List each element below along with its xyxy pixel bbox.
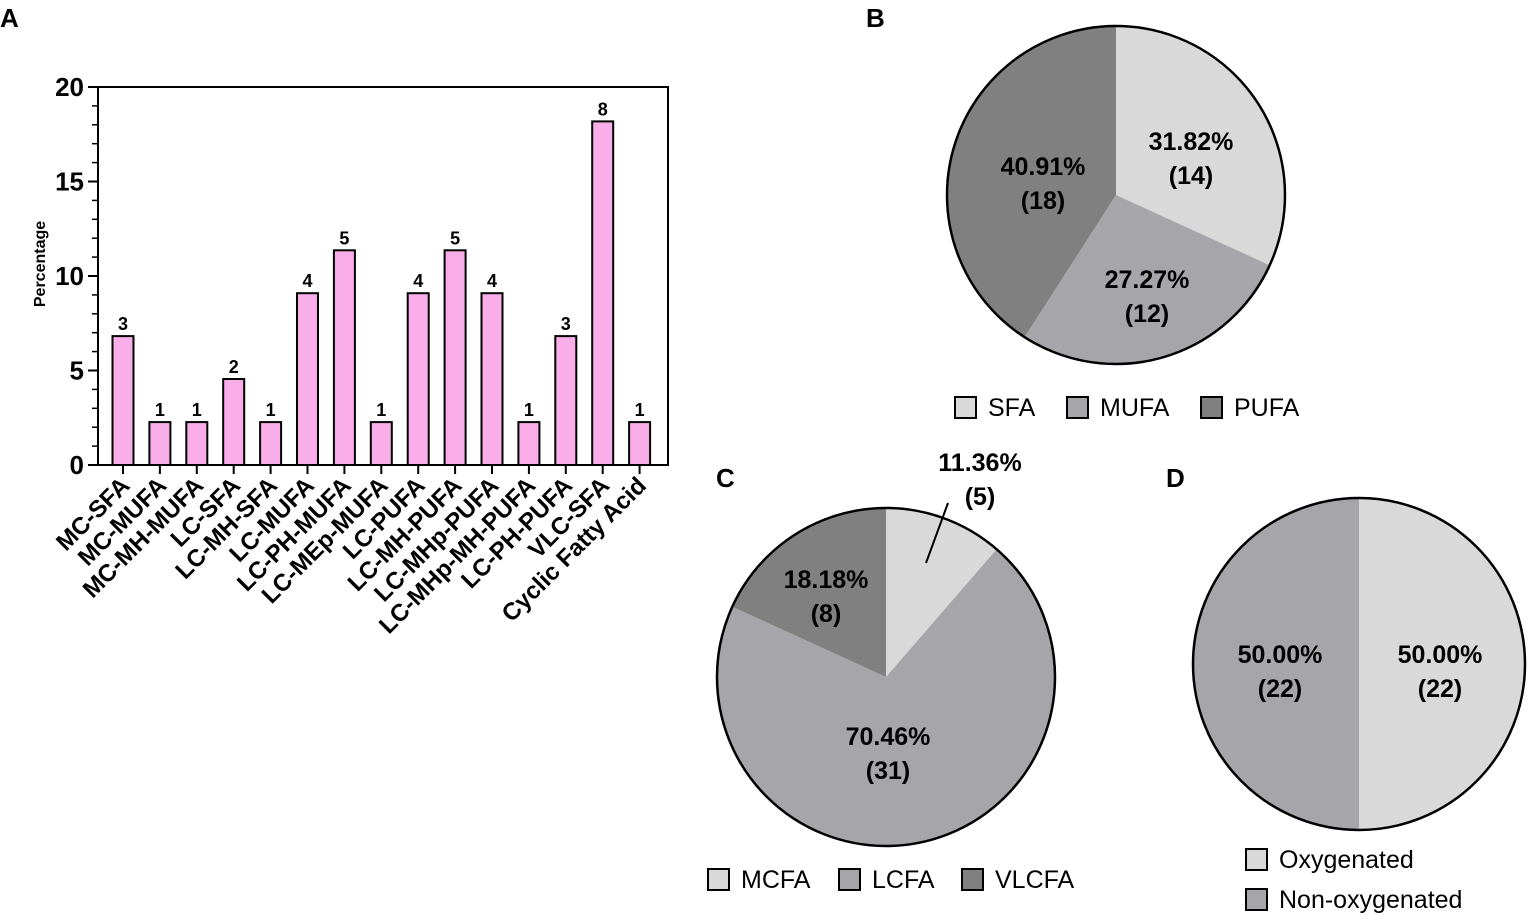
pie-outline	[715, 506, 1057, 848]
panel-letter-b: B	[866, 3, 885, 33]
legend-label-non-oxygenated: Non-oxygenated	[1279, 886, 1462, 914]
legend-d: Oxygenated Non-oxygenated	[1245, 846, 1462, 914]
pie-label-lcfa-count: (31)	[866, 757, 910, 785]
pie-slice-oxygenated	[1359, 498, 1525, 830]
data-label-lc-ph-pufa: 3	[561, 314, 571, 334]
bar-lc-mep-mufa	[369, 421, 393, 466]
legend-b: SFA MUFA PUFA	[954, 394, 1300, 422]
data-label-lc-mhp-pufa: 4	[487, 271, 497, 291]
pie-outline	[1191, 496, 1527, 832]
legend-label-mufa: MUFA	[1100, 394, 1170, 422]
y-tick-label: 20	[55, 72, 84, 102]
legend-c: MCFA LCFA VLCFA	[707, 866, 1075, 894]
data-label-cyclic-fatty-acid: 1	[635, 400, 645, 420]
data-label-lc-mep-mufa: 1	[376, 400, 386, 420]
pie-label-oxygenated-count: (22)	[1418, 675, 1462, 703]
pie-slice-non-oxygenated	[1193, 498, 1359, 830]
bar-lc-mh-pufa	[443, 249, 467, 466]
data-label-mc-mufa: 1	[155, 400, 165, 420]
pie-label-non-oxygenated-percent: 50.00%	[1238, 641, 1323, 669]
bar-chart: Percentage 0 5 10 15 20 3 1 1 2 1 4 5 1 4 5 4 1 3 8 1 MC-S…	[32, 72, 669, 639]
legend-label-mcfa: MCFA	[741, 866, 811, 894]
data-label-lc-sfa: 2	[229, 357, 239, 377]
bar-lc-mufa	[296, 292, 319, 466]
plot-frame	[97, 86, 669, 466]
pie-slice-vlcfa	[732, 508, 886, 677]
bar-series: 3 1 1 2 1 4 5 1 4 5 4 1 3 8 1	[111, 99, 652, 467]
leader-line	[925, 502, 949, 564]
pie-label-mcfa-count: (5)	[965, 483, 996, 511]
data-label-mc-mh-mufa: 1	[192, 400, 202, 420]
pie-label-mcfa-percent: 11.36%	[938, 449, 1021, 477]
bar-lc-mhp-pufa	[480, 292, 504, 466]
legend-swatch-sfa	[954, 396, 977, 419]
pie-slice-mcfa	[886, 508, 997, 677]
bar-lc-mhp-mh-pufa	[517, 421, 541, 466]
pie-slice-lcfa	[716, 549, 1055, 846]
bar-mc-sfa	[111, 335, 135, 466]
panel-letter-a: A	[0, 3, 19, 33]
pie-label-mufa-count: (12)	[1125, 300, 1169, 328]
bar-lc-pufa	[406, 292, 430, 466]
pie-slice-sfa	[1116, 26, 1285, 266]
data-label-lc-pufa: 4	[413, 271, 423, 291]
pie-chart-b: 31.82% (14) 27.27% (12) 40.91% (18)	[945, 24, 1287, 366]
legend-label-lcfa: LCFA	[872, 866, 935, 894]
y-axis: 0 5 10 15 20	[55, 72, 98, 480]
pie-label-pufa-percent: 40.91%	[1001, 153, 1086, 181]
panel-letter-c: C	[716, 463, 735, 493]
pie-label-lcfa-percent: 70.46%	[846, 723, 931, 751]
data-label-lc-mh-sfa: 1	[266, 400, 276, 420]
bar-lc-ph-pufa	[554, 335, 578, 466]
bar-vlc-sfa	[591, 120, 615, 466]
pie-label-oxygenated-percent: 50.00%	[1398, 641, 1483, 669]
bar-mc-mh-mufa	[185, 421, 209, 466]
bar-cyclic-fatty-acid	[628, 421, 652, 466]
bar-mc-mufa	[148, 421, 172, 466]
legend-swatch-lcfa	[838, 868, 861, 891]
y-tick-label: 15	[55, 167, 84, 197]
data-label-lc-mh-pufa: 5	[450, 228, 460, 248]
panel-letter-d: D	[1166, 463, 1185, 493]
legend-swatch-non-oxygenated	[1245, 888, 1268, 911]
y-axis-title: Percentage	[32, 221, 49, 307]
y-tick-label: 5	[70, 356, 84, 386]
pie-chart-d: 50.00% (22) 50.00% (22)	[1191, 496, 1527, 832]
data-label-lc-mhp-mh-pufa: 1	[524, 400, 534, 420]
pie-label-non-oxygenated-count: (22)	[1258, 675, 1302, 703]
legend-swatch-oxygenated	[1245, 848, 1268, 871]
pie-label-pufa-count: (18)	[1021, 187, 1065, 215]
pie-label-vlcfa-percent: 18.18%	[784, 566, 869, 594]
pie-chart-c: 11.36% (5) 70.46% (31) 18.18% (8)	[715, 449, 1057, 848]
legend-label-sfa: SFA	[988, 394, 1036, 422]
bar-lc-mh-sfa	[259, 421, 283, 466]
bar-lc-ph-mufa	[332, 249, 356, 466]
pie-slice-mufa	[1024, 195, 1270, 364]
legend-swatch-mcfa	[707, 868, 730, 891]
pie-label-vlcfa-count: (8)	[811, 600, 842, 628]
bar-lc-sfa	[222, 378, 246, 467]
pie-slice-pufa	[946, 26, 1116, 338]
legend-swatch-pufa	[1200, 396, 1223, 419]
data-label-mc-sfa: 3	[118, 314, 128, 334]
legend-swatch-vlcfa	[961, 868, 984, 891]
y-tick-label: 10	[55, 261, 84, 291]
pie-label-sfa-percent: 31.82%	[1149, 128, 1234, 156]
legend-label-pufa: PUFA	[1234, 394, 1300, 422]
pie-label-sfa-count: (14)	[1169, 162, 1213, 190]
legend-label-vlcfa: VLCFA	[995, 866, 1075, 894]
data-label-vlc-sfa: 8	[598, 99, 608, 119]
legend-swatch-mufa	[1066, 396, 1089, 419]
legend-label-oxygenated: Oxygenated	[1279, 846, 1414, 874]
pie-outline	[945, 24, 1287, 366]
data-label-lc-ph-mufa: 5	[339, 228, 349, 248]
pie-label-mufa-percent: 27.27%	[1105, 266, 1190, 294]
y-tick-label: 0	[70, 450, 84, 480]
x-axis: MC-SFAMC-MUFAMC-MH-MUFALC-SFALC-MH-SFALC…	[51, 465, 652, 639]
data-label-lc-mufa: 4	[302, 271, 312, 291]
